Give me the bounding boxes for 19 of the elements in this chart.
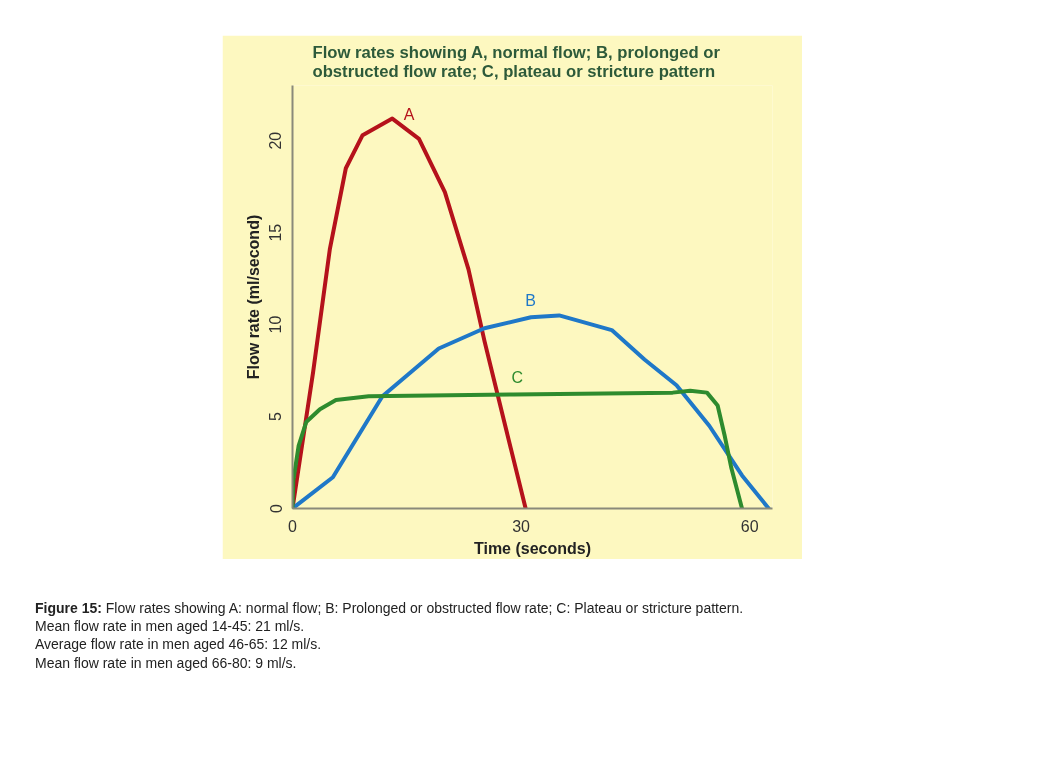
- x-axis-title: Time (seconds): [473, 539, 592, 557]
- series-label: B: [525, 292, 536, 310]
- caption: Figure 15: Flow rates showing A: normal flow; B: Prolonged or obstructed flow rate; C: Plateau or stricture pattern.: [35, 600, 744, 616]
- y-tick-label: 5: [267, 411, 285, 421]
- x-tick-label: 60: [740, 517, 759, 535]
- text: Average flow rate in men aged 46-65: 12 ml/s.: [35, 636, 322, 653]
- text: Mean flow rate in men aged 66-80: 9 ml/s.: [35, 654, 297, 671]
- y-tick-label: 20: [267, 131, 285, 150]
- y-axis-title: Flow rate (ml/second): [244, 214, 262, 380]
- line-series: [292, 388, 745, 509]
- y-tick-label: 15: [267, 223, 285, 242]
- y-tick-label: 0: [267, 503, 285, 513]
- y-tick-label: 10: [267, 315, 285, 334]
- x-tick-label: 0: [288, 517, 298, 535]
- chart-title: Flow rates showing A, normal flow; B, prolonged or obstructed flow rate; C, plateau or stricture pattern: [312, 42, 721, 81]
- series-label: A: [403, 106, 415, 124]
- series-label: C: [511, 369, 524, 387]
- text: Mean flow rate in men aged 14-45: 21 ml/s.: [35, 618, 305, 635]
- x-tick-label: 30: [512, 517, 531, 535]
